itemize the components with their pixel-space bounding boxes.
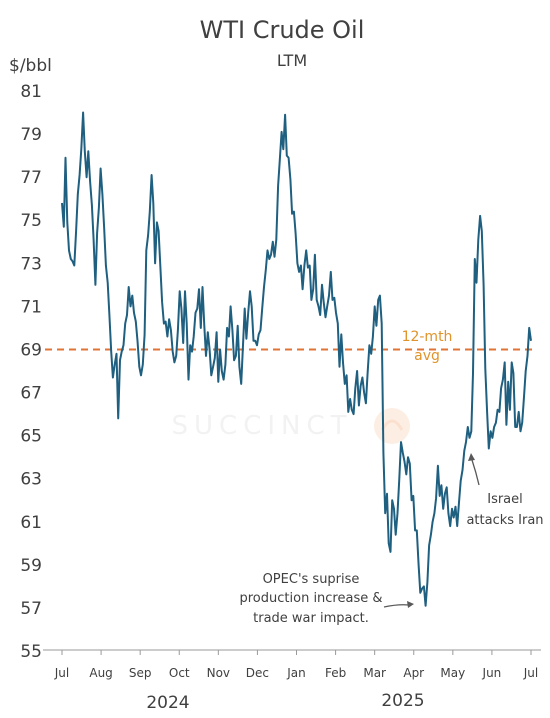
year-label-2025: 2025 — [381, 691, 424, 711]
y-tick-label: 79 — [20, 125, 42, 145]
x-tick-label: Feb — [325, 666, 346, 680]
x-tick-label: Jul — [523, 666, 538, 680]
y-tick-label: 75 — [20, 211, 42, 231]
y-tick-label: 57 — [20, 599, 42, 619]
watermark-text: SUCCINCT — [172, 411, 353, 441]
y-tick-label: 55 — [20, 642, 42, 662]
avg-annotation: 12-mth avg — [402, 329, 453, 364]
x-tick-label: Nov — [207, 666, 230, 680]
israel-annotation: Israel attacks Iran — [466, 453, 544, 528]
watermark-logo-icon — [374, 408, 410, 444]
israel-annotation-line1: Israel — [487, 492, 523, 507]
price-line-series — [61, 111, 532, 607]
year-label-2024: 2024 — [146, 693, 189, 713]
y-tick-label: 77 — [20, 168, 42, 188]
x-tick-label: Jul — [54, 666, 69, 680]
price-line — [61, 111, 532, 607]
opec-arrow — [383, 604, 410, 608]
y-tick-label: 61 — [20, 513, 42, 533]
opec-arrowhead — [407, 601, 414, 608]
y-tick-label: 59 — [20, 556, 42, 576]
chart-title: WTI Crude Oil — [200, 16, 365, 44]
x-tick-label: Mar — [363, 666, 386, 680]
y-tick-label: 65 — [20, 427, 42, 447]
y-tick-label: 81 — [20, 82, 42, 102]
x-tick-labels: Jul Aug Sep Oct Nov Dec Jan Feb Mar Apr May Jun Jul — [54, 650, 538, 680]
x-tick-label: Dec — [246, 666, 269, 680]
israel-arrowhead — [468, 453, 475, 461]
y-tick-label: 71 — [20, 297, 42, 317]
opec-annotation-line3: trade war impact. — [253, 611, 369, 626]
opec-annotation-line2: production increase & — [240, 591, 383, 606]
y-tick-label: 67 — [20, 384, 42, 404]
y-tick-label: 69 — [20, 340, 42, 360]
y-tick-label: 63 — [20, 470, 42, 490]
israel-annotation-line2: attacks Iran — [466, 513, 543, 528]
israel-arrow — [471, 459, 480, 486]
x-tick-label: Jan — [286, 666, 306, 680]
x-tick-label: Jun — [482, 666, 502, 680]
y-tick-label: 73 — [20, 254, 42, 274]
y-axis-label: $/bbl — [9, 56, 52, 76]
x-tick-label: Oct — [169, 666, 190, 680]
x-tick-label: Aug — [89, 666, 112, 680]
avg-label-line2: avg — [414, 348, 440, 364]
x-tick-label: May — [440, 666, 465, 680]
avg-label-line1: 12-mth — [402, 329, 453, 345]
x-tick-label: Apr — [403, 666, 424, 680]
chart-subtitle: LTM — [277, 51, 307, 70]
opec-annotation-line1: OPEC's suprise — [263, 572, 360, 587]
x-tick-label: Sep — [129, 666, 152, 680]
opec-annotation: OPEC's suprise production increase & tra… — [240, 572, 414, 626]
y-axis: 55 57 59 61 63 65 67 69 71 73 75 77 79 81 — [20, 82, 42, 662]
